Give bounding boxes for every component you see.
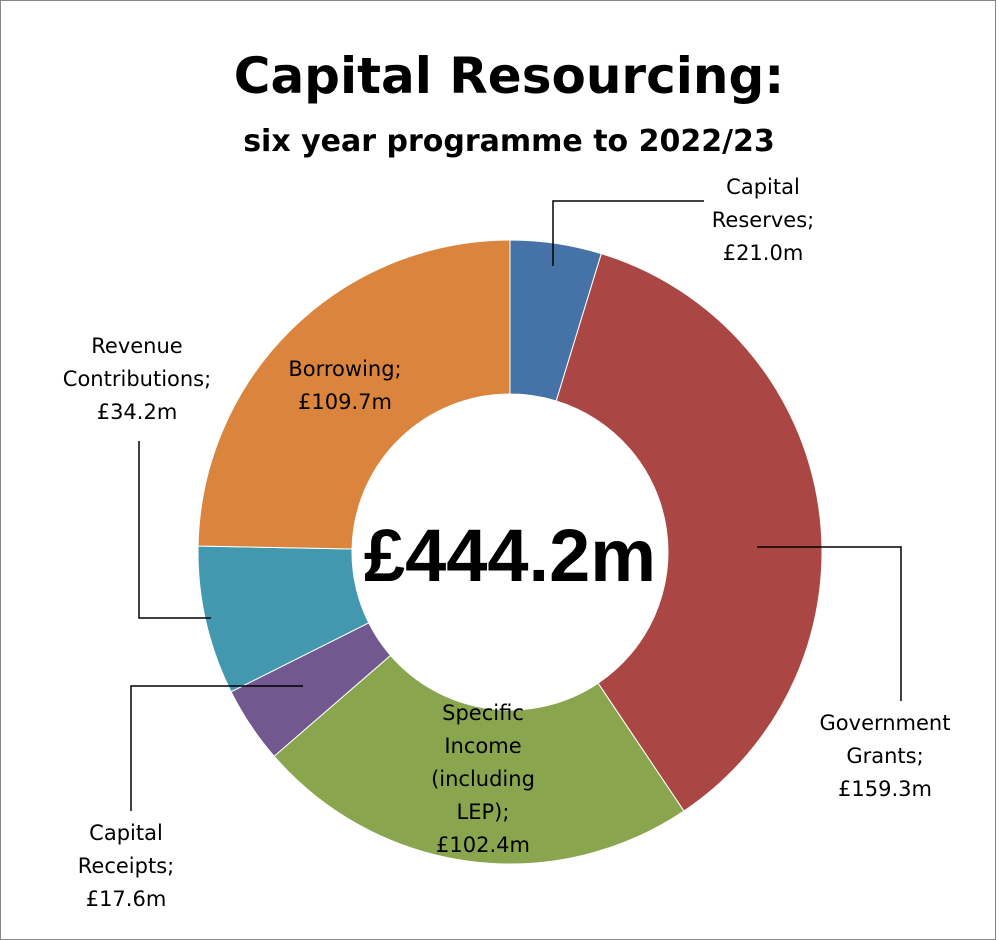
- data-label-line: Income: [444, 734, 521, 758]
- data-label-line: Specific: [442, 701, 524, 725]
- leader-capital-receipts: [130, 685, 303, 811]
- slices-layer: [197, 239, 823, 865]
- data-label-borrowing: Borrowing; £109.7m: [288, 357, 401, 414]
- data-label-specific-income-including-lep: Specific Income (including LEP); £102.4m: [431, 701, 535, 857]
- data-label-line: £109.7m: [298, 390, 392, 414]
- data-label-line: Contributions;: [63, 367, 211, 391]
- slice-government-grants: [555, 253, 823, 812]
- data-label-capital-receipts: Capital Receipts; £17.6m: [78, 821, 174, 911]
- data-label-capital-reserves: Capital Reserves; £21.0m: [712, 175, 814, 265]
- data-label-revenue-contributions: Revenue Contributions; £34.2m: [63, 334, 211, 424]
- data-label-line: £102.4m: [436, 833, 530, 857]
- center-total-label: £444.2m: [364, 514, 656, 597]
- leader-capital-reserves: [552, 200, 704, 266]
- data-label-line: Receipts;: [78, 854, 174, 878]
- data-label-line: £34.2m: [97, 400, 178, 424]
- data-label-line: £17.6m: [86, 887, 167, 911]
- leader-revenue-contributions: [138, 441, 211, 619]
- data-label-line: £21.0m: [723, 241, 804, 265]
- data-label-line: Government: [820, 711, 951, 735]
- data-label-line: Reserves;: [712, 208, 814, 232]
- data-label-line: £159.3m: [838, 777, 932, 801]
- data-label-government-grants: Government Grants; £159.3m: [820, 711, 951, 801]
- data-label-line: Borrowing;: [288, 357, 401, 381]
- data-label-line: Capital: [89, 821, 163, 845]
- data-label-line: Grants;: [846, 744, 923, 768]
- leader-lines: [130, 200, 902, 811]
- leader-government-grants: [757, 546, 902, 701]
- chart-title: Capital Resourcing:: [234, 47, 785, 105]
- data-label-line: (including: [431, 767, 535, 791]
- slice-borrowing: [197, 239, 511, 550]
- chart-subtitle: six year programme to 2022/23: [243, 124, 775, 159]
- slice-specific-income-including-lep: [273, 654, 685, 865]
- data-label-line: Capital: [726, 175, 800, 199]
- data-label-line: Revenue: [91, 334, 182, 358]
- data-label-line: LEP);: [457, 800, 510, 824]
- data-labels: Capital Reserves; £21.0m Government Grants; £…: [63, 175, 951, 911]
